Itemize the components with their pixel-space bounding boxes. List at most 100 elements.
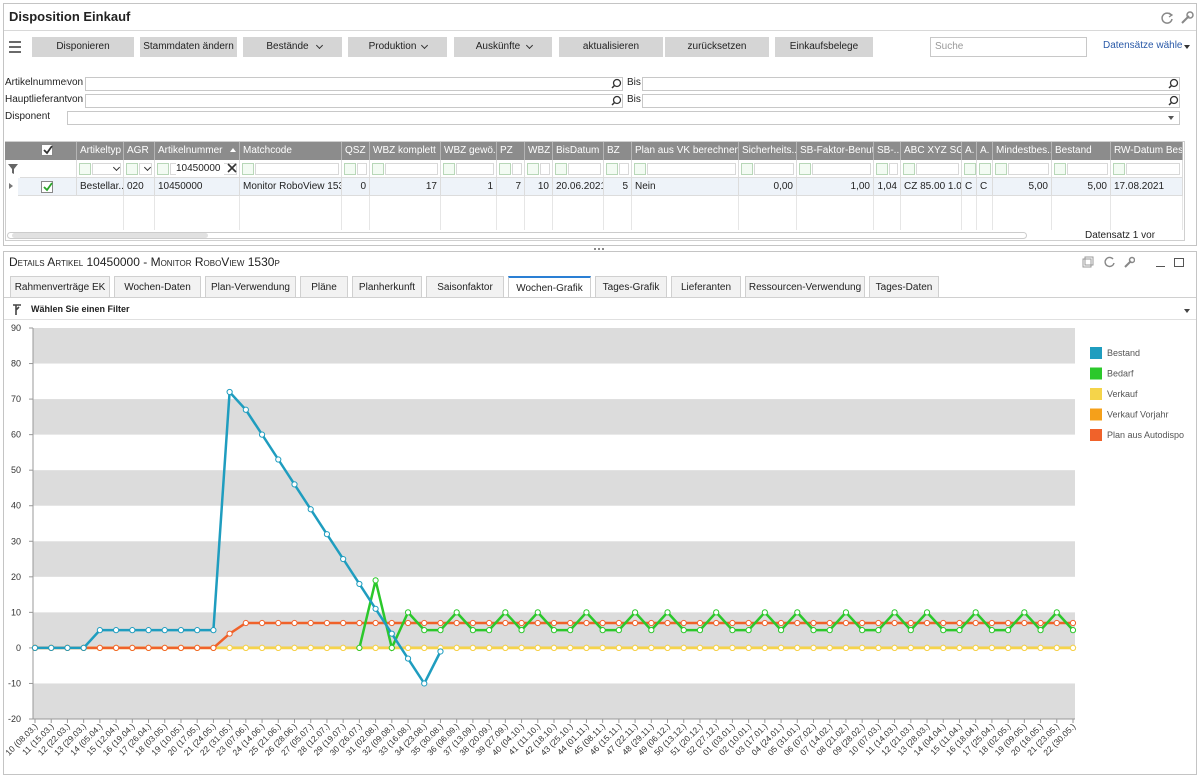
article-filter-value[interactable]: 10450000 bbox=[176, 162, 224, 176]
toolbar-button[interactable]: Einkaufsbelege bbox=[775, 37, 873, 57]
column-header[interactable]: SB-... bbox=[874, 142, 901, 160]
filter-field[interactable] bbox=[92, 163, 121, 175]
tab[interactable]: Tages-Daten bbox=[869, 276, 939, 298]
filter-dropdown[interactable] bbox=[67, 111, 1180, 125]
column-header[interactable]: WBZ gewö... bbox=[441, 142, 497, 160]
search-input[interactable]: Suche bbox=[930, 37, 1087, 57]
settings-icon-part bbox=[1128, 256, 1135, 264]
filter-input-from[interactable] bbox=[85, 77, 623, 91]
filter-field[interactable] bbox=[1126, 163, 1180, 175]
filter-operator[interactable] bbox=[242, 163, 254, 175]
tab[interactable]: Saisonfaktor bbox=[426, 276, 504, 298]
filter-operator[interactable] bbox=[979, 163, 991, 175]
filter-operator[interactable] bbox=[344, 163, 356, 175]
filter-field[interactable] bbox=[512, 163, 522, 175]
filter-operator[interactable] bbox=[876, 163, 888, 175]
filter-field[interactable] bbox=[385, 163, 438, 175]
filter-operator[interactable] bbox=[499, 163, 511, 175]
column-header[interactable]: PZ bbox=[497, 142, 525, 160]
tab[interactable]: Tages-Grafik bbox=[595, 276, 667, 298]
filter-operator[interactable] bbox=[995, 163, 1007, 175]
header-checkbox[interactable] bbox=[41, 144, 53, 156]
toolbar-button[interactable]: Stammdaten ändern bbox=[140, 37, 237, 57]
tab[interactable]: Lieferanten bbox=[671, 276, 741, 298]
filter-field[interactable] bbox=[889, 163, 898, 175]
toolbar-button[interactable]: aktualisieren bbox=[559, 37, 663, 57]
filter-operator[interactable] bbox=[634, 163, 646, 175]
tab[interactable]: Pläne bbox=[300, 276, 348, 298]
column-header[interactable]: AGR bbox=[124, 142, 155, 160]
column-header[interactable]: WBZ komplett bbox=[370, 142, 441, 160]
data-point bbox=[859, 619, 866, 627]
filter-operator[interactable] bbox=[443, 163, 455, 175]
tab[interactable]: Wochen-Daten bbox=[114, 276, 201, 298]
column-header[interactable]: Matchcode bbox=[240, 142, 342, 160]
toolbar-button[interactable]: Auskünfte bbox=[454, 37, 552, 57]
data-point bbox=[1005, 627, 1012, 634]
toolbar-button[interactable]: zurücksetzen bbox=[665, 37, 769, 57]
tab[interactable]: Ressourcen-Verwendung bbox=[745, 276, 865, 298]
filter-operator[interactable] bbox=[741, 163, 753, 175]
tab[interactable]: Plan-Verwendung bbox=[205, 276, 296, 298]
filter-operator[interactable] bbox=[555, 163, 567, 175]
column-header[interactable]: Bestand bbox=[1052, 142, 1111, 160]
filter-operator[interactable] bbox=[964, 163, 976, 175]
column-header[interactable]: WBZ bbox=[525, 142, 553, 160]
toolbar-button[interactable]: Disponieren bbox=[32, 37, 134, 57]
select-records[interactable]: Datensätze wählen bbox=[1103, 40, 1183, 51]
filter-field[interactable] bbox=[754, 163, 794, 175]
column-header[interactable]: RW-Datum Besta... bbox=[1111, 142, 1183, 160]
filter-field[interactable] bbox=[255, 163, 339, 175]
column-header[interactable]: A. bbox=[962, 142, 977, 160]
tab[interactable]: Wochen-Grafik bbox=[508, 276, 591, 298]
filter-field[interactable] bbox=[456, 163, 494, 175]
filter-field[interactable] bbox=[1008, 163, 1049, 175]
minimize-icon[interactable] bbox=[1156, 266, 1165, 267]
filter-field[interactable] bbox=[357, 163, 367, 175]
filter-operator[interactable] bbox=[799, 163, 811, 175]
filter-hint-arrow[interactable] bbox=[1184, 309, 1190, 313]
filter-operator[interactable] bbox=[157, 163, 169, 175]
filter-field[interactable] bbox=[916, 163, 959, 175]
maximize-icon[interactable] bbox=[1174, 258, 1184, 267]
tab[interactable]: Rahmenverträge EK bbox=[10, 276, 110, 298]
filter-operator[interactable] bbox=[527, 163, 539, 175]
filter-hint[interactable]: Wählen Sie einen Filter bbox=[31, 304, 130, 314]
filter-input-to[interactable] bbox=[642, 77, 1180, 91]
filter-field[interactable] bbox=[139, 163, 152, 175]
tab[interactable]: Planherkunft bbox=[352, 276, 422, 298]
column-header[interactable]: Artikeltyp bbox=[77, 142, 124, 160]
filter-field[interactable] bbox=[1067, 163, 1108, 175]
filter-input-to[interactable] bbox=[642, 94, 1180, 108]
row-checkbox[interactable] bbox=[41, 181, 53, 193]
column-header[interactable]: ABC XYZ SG bbox=[901, 142, 962, 160]
filter-field[interactable] bbox=[647, 163, 736, 175]
data-point bbox=[421, 619, 428, 627]
column-header[interactable]: QSZ bbox=[342, 142, 370, 160]
h-scroll-thumb[interactable] bbox=[12, 233, 208, 238]
filter-operator[interactable] bbox=[903, 163, 915, 175]
filter-operator[interactable] bbox=[126, 163, 138, 175]
column-header[interactable]: BisDatum bbox=[553, 142, 604, 160]
filter-input-from[interactable] bbox=[85, 94, 623, 108]
filter-field[interactable] bbox=[619, 163, 629, 175]
column-header[interactable]: Sicherheits... bbox=[739, 142, 797, 160]
toolbar-button[interactable]: Bestände bbox=[243, 37, 342, 57]
filter-field[interactable] bbox=[568, 163, 601, 175]
filter-operator[interactable] bbox=[372, 163, 384, 175]
column-header[interactable]: Mindestbes... bbox=[993, 142, 1052, 160]
filter-field[interactable] bbox=[540, 163, 550, 175]
grid-band bbox=[33, 328, 1075, 364]
toolbar-button[interactable]: Produktion bbox=[348, 37, 447, 57]
column-header[interactable]: BZ bbox=[604, 142, 632, 160]
column-header[interactable]: SB-Faktor-Benut... bbox=[797, 142, 874, 160]
filter-operator[interactable] bbox=[1113, 163, 1125, 175]
data-point bbox=[810, 644, 817, 652]
column-header[interactable]: Artikelnummer bbox=[155, 142, 240, 160]
filter-operator[interactable] bbox=[606, 163, 618, 175]
filter-field[interactable] bbox=[812, 163, 871, 175]
filter-operator[interactable] bbox=[79, 163, 91, 175]
column-header[interactable]: A. bbox=[977, 142, 993, 160]
column-header[interactable]: Plan aus VK berechnen bbox=[632, 142, 739, 160]
filter-operator[interactable] bbox=[1054, 163, 1066, 175]
